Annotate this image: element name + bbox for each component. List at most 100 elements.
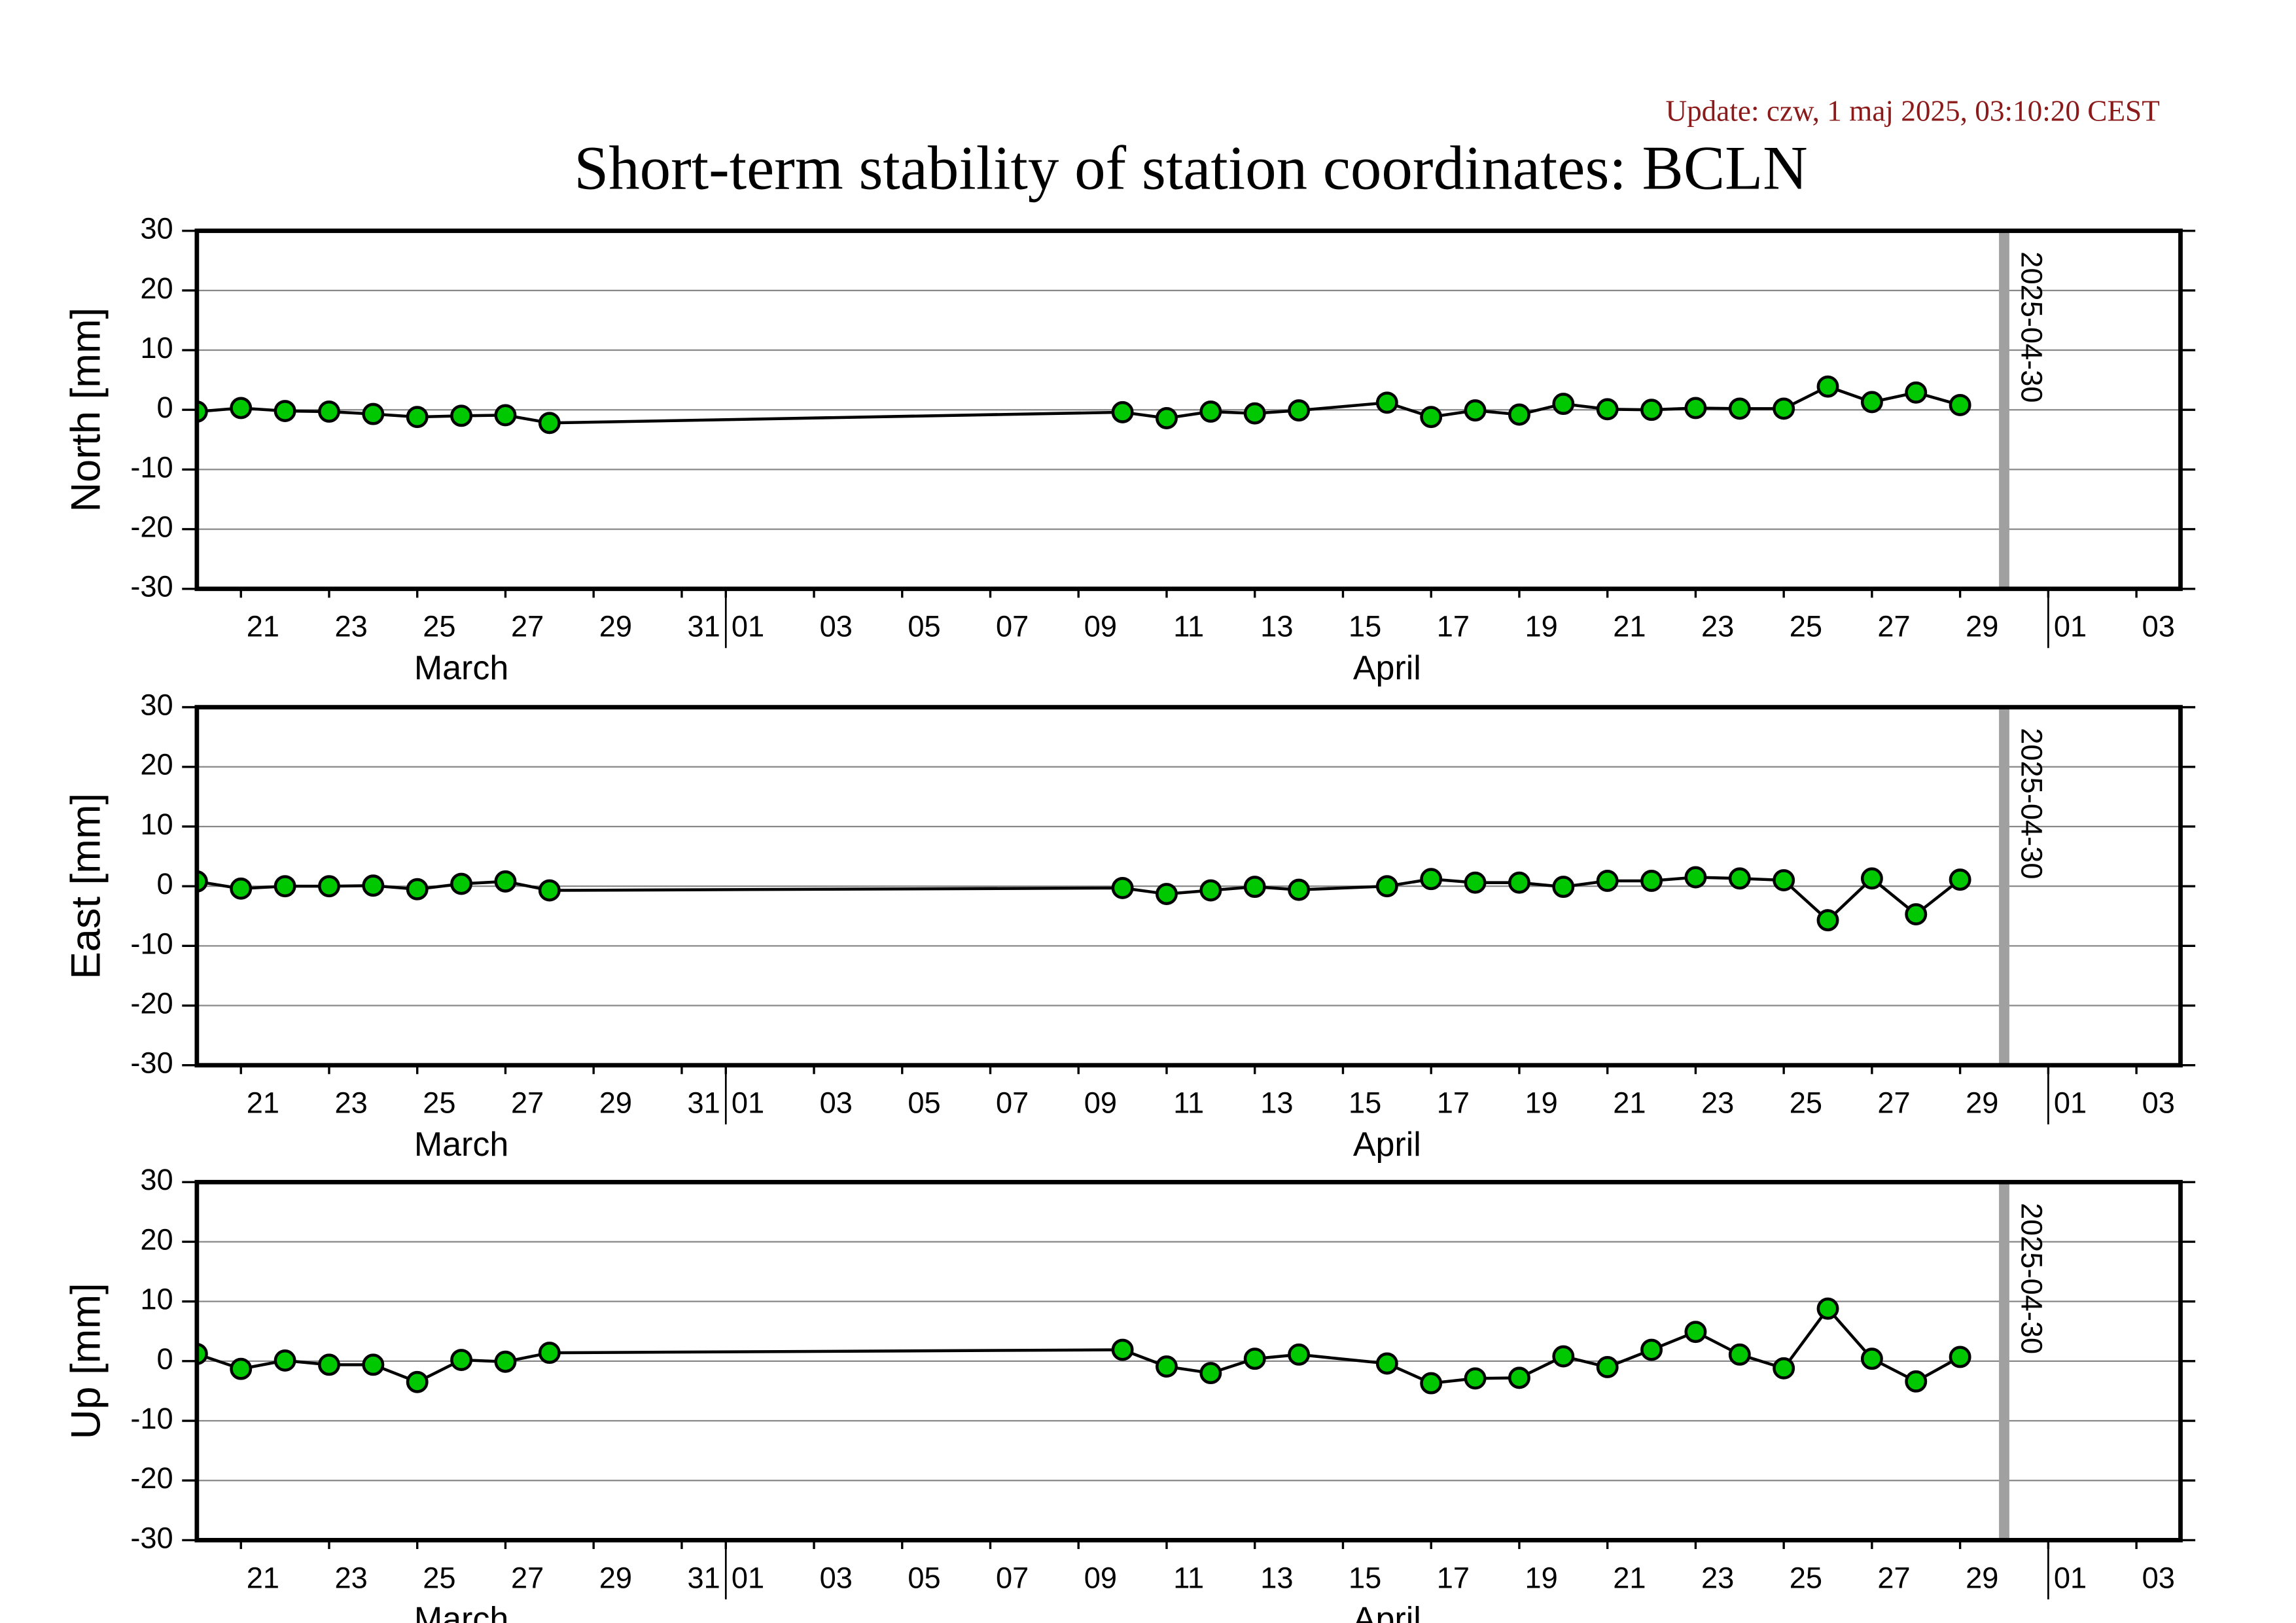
data-point <box>1640 870 1663 892</box>
data-point <box>1420 1372 1443 1395</box>
data-point <box>1508 403 1530 426</box>
x-tick-label: 19 <box>1525 1086 1557 1120</box>
x-tick-label: 27 <box>1877 1561 1910 1594</box>
data-point <box>1816 909 1839 932</box>
month-label: March <box>414 649 508 687</box>
y-tick-label: 20 <box>140 748 173 781</box>
data-point <box>1684 866 1707 889</box>
data-point <box>196 870 208 893</box>
data-point <box>1552 876 1575 899</box>
y-axis-label: North [mm] <box>63 308 109 512</box>
data-point <box>274 875 296 898</box>
data-point <box>450 872 473 895</box>
data-point <box>1773 397 1795 420</box>
data-point <box>1288 878 1311 901</box>
data-point <box>318 400 340 423</box>
series <box>196 1297 1971 1395</box>
y-tick-label: -10 <box>130 1402 173 1435</box>
data-point <box>274 400 296 422</box>
month-label: March <box>414 1126 508 1164</box>
y-tick-label: 30 <box>140 688 173 722</box>
data-point <box>538 412 561 435</box>
y-tick-label: -10 <box>130 450 173 484</box>
y-tick-label: 10 <box>140 331 173 365</box>
data-point <box>318 875 340 898</box>
y-tick-label: -30 <box>130 1521 173 1554</box>
plot-frame <box>194 705 2183 1068</box>
y-tick-label: 0 <box>157 391 173 424</box>
x-tick-label: 09 <box>1084 1086 1117 1120</box>
y-tick-label: 0 <box>157 1342 173 1376</box>
data-point <box>1288 1343 1311 1366</box>
x-tick-label: 17 <box>1437 610 1470 643</box>
series <box>196 375 1971 435</box>
data-point <box>1860 867 1883 890</box>
x-tick-label: 27 <box>511 1561 544 1594</box>
data-point <box>196 1342 208 1365</box>
x-tick-label: 29 <box>599 1086 632 1120</box>
data-point <box>538 1342 561 1364</box>
data-point <box>1464 399 1487 422</box>
x-tick-label: 17 <box>1437 1561 1470 1594</box>
x-tick-label: 29 <box>599 610 632 643</box>
data-point <box>1949 393 1971 416</box>
x-tick-label: 21 <box>247 1086 279 1120</box>
data-point <box>406 406 429 429</box>
data-point <box>318 1353 340 1376</box>
data-point <box>1596 870 1619 892</box>
x-tick-label: 27 <box>511 1086 544 1120</box>
y-tick-label: 10 <box>140 1283 173 1316</box>
y-tick-label: -30 <box>130 1046 173 1080</box>
x-tick-label: 01 <box>2054 1086 2087 1120</box>
data-point <box>1905 903 1928 925</box>
x-tick-label: 27 <box>1877 1086 1910 1120</box>
data-point <box>1288 399 1311 422</box>
x-tick-label: 25 <box>1790 1086 1822 1120</box>
x-tick-label: 07 <box>996 1561 1029 1594</box>
x-tick-label: 29 <box>599 1561 632 1594</box>
y-tick-label: -10 <box>130 927 173 960</box>
x-tick-label: 11 <box>1173 1561 1204 1594</box>
data-point <box>1860 391 1883 414</box>
data-point <box>1199 879 1222 902</box>
y-tick-label: 20 <box>140 272 173 305</box>
data-point <box>1773 1357 1795 1380</box>
data-point <box>1420 406 1443 429</box>
marker-label: 2025-04-30 <box>2015 251 2048 402</box>
data-point <box>1243 1347 1266 1370</box>
x-tick-label: 01 <box>732 1086 764 1120</box>
y-tick-label: 30 <box>140 1163 173 1196</box>
x-tick-label: 15 <box>1349 1561 1381 1594</box>
data-point <box>494 1350 517 1373</box>
x-tick-label: 05 <box>908 1561 940 1594</box>
data-line <box>196 385 1961 425</box>
data-point <box>1156 407 1178 429</box>
data-point <box>230 877 253 900</box>
data-point <box>1905 1370 1928 1393</box>
x-tick-label: 07 <box>996 1086 1029 1120</box>
x-tick-label: 03 <box>820 1561 853 1594</box>
data-point <box>1596 1356 1619 1378</box>
data-point <box>230 397 253 419</box>
data-point <box>1596 398 1619 421</box>
data-point <box>1508 1366 1530 1389</box>
data-point <box>1949 868 1971 891</box>
y-tick-label: 10 <box>140 808 173 841</box>
data-point <box>1243 402 1266 425</box>
data-point <box>1905 381 1928 404</box>
x-tick-label: 03 <box>2142 610 2175 643</box>
y-tick-label: 0 <box>157 867 173 901</box>
x-tick-label: 29 <box>1966 1086 1998 1120</box>
y-tick-label: 30 <box>140 212 173 245</box>
data-point <box>1860 1347 1883 1370</box>
data-point <box>1728 1343 1751 1366</box>
data-point <box>1773 869 1795 892</box>
x-tick-label: 13 <box>1260 1086 1293 1120</box>
y-tick-label: 20 <box>140 1222 173 1256</box>
x-tick-label: 13 <box>1260 610 1293 643</box>
data-point <box>362 874 385 897</box>
data-point <box>274 1349 296 1372</box>
data-point <box>1156 1355 1178 1378</box>
